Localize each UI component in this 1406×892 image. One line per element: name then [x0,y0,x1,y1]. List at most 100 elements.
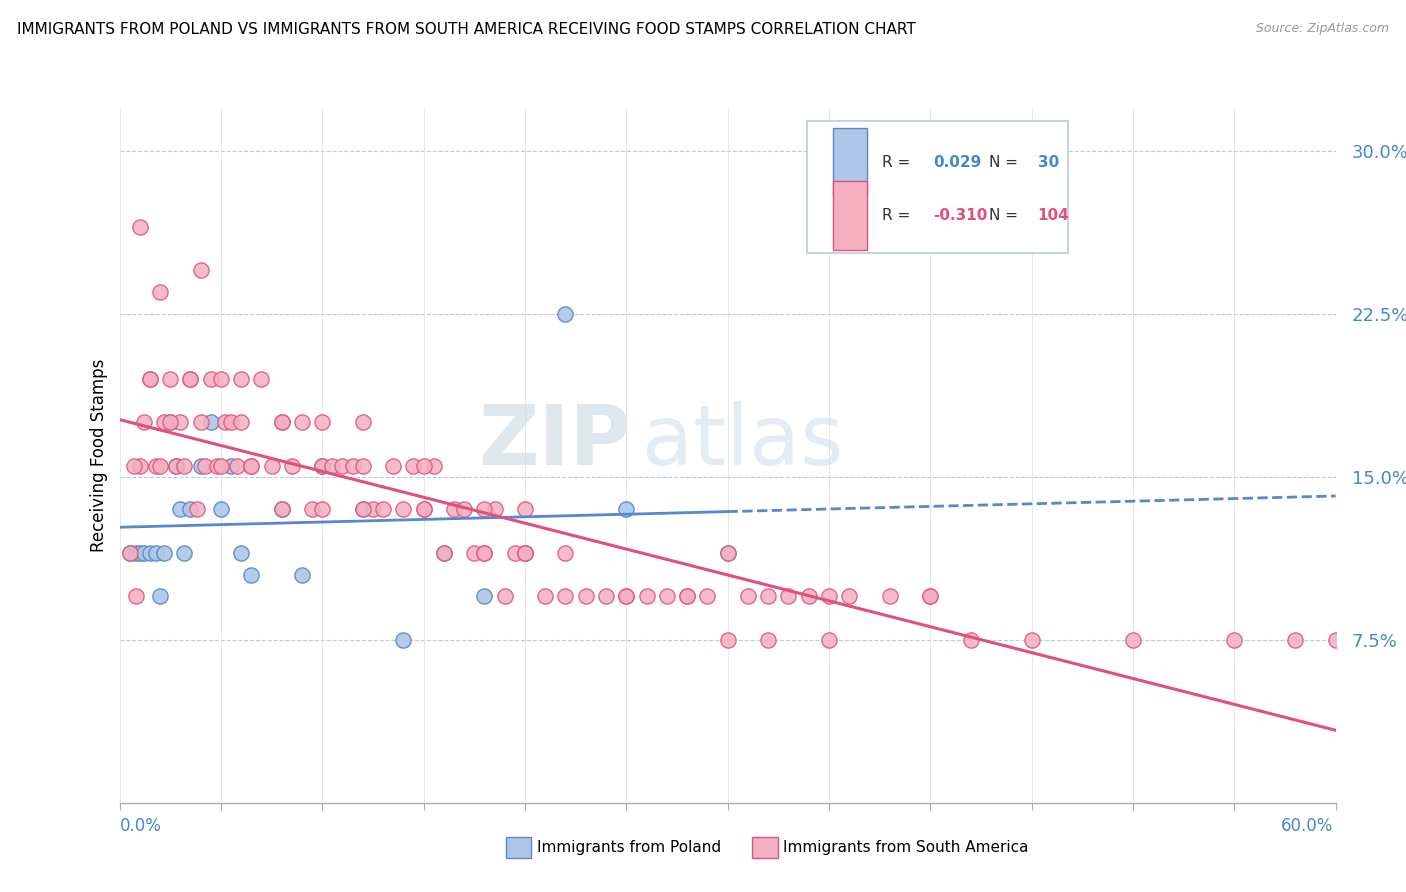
Point [149,589,172,603]
Point [472,589,496,603]
Point [149,458,172,473]
Point [186,502,208,516]
Point [717,632,740,647]
Point [636,589,658,603]
Point [756,589,779,603]
Point [153,415,176,429]
Text: R =: R = [882,155,915,169]
Point [169,502,191,516]
Point [240,458,263,473]
Point [132,546,155,560]
Text: 104: 104 [1038,208,1070,223]
Point [145,546,167,560]
Point [513,502,536,516]
Point [614,502,637,516]
Point [920,589,942,603]
Point [165,458,187,473]
Text: IMMIGRANTS FROM POLAND VS IMMIGRANTS FROM SOUTH AMERICA RECEIVING FOOD STAMPS CO: IMMIGRANTS FROM POLAND VS IMMIGRANTS FRO… [17,22,915,37]
Point [352,502,374,516]
Point [756,632,779,647]
Point [321,458,343,473]
Point [226,458,249,473]
Point [920,589,942,603]
Text: Immigrants from Poland: Immigrants from Poland [537,840,721,855]
Point [818,632,841,647]
Point [260,458,283,473]
Point [412,458,434,473]
Point [122,458,145,473]
Point [614,589,637,603]
Point [250,372,273,386]
Point [153,546,176,560]
Point [1324,632,1347,647]
Point [159,415,181,429]
Point [960,632,983,647]
Point [179,502,201,516]
Point [595,589,617,603]
Point [139,372,162,386]
Point [209,502,232,516]
Point [392,502,415,516]
Point [128,219,150,234]
Point [443,502,465,516]
Point [361,502,384,516]
Point [1122,632,1144,647]
Point [139,546,162,560]
Point [240,458,263,473]
Point [513,546,536,560]
Point [311,458,333,473]
Text: atlas: atlas [643,401,844,482]
Point [1284,632,1306,647]
Point [472,546,496,560]
Point [214,415,236,429]
Point [433,546,456,560]
Point [231,415,253,429]
Point [554,546,576,560]
Point [149,285,172,299]
Text: R =: R = [882,208,915,223]
Point [173,458,195,473]
Point [270,415,292,429]
Point [717,546,740,560]
Point [614,589,637,603]
Point [655,589,678,603]
Point [173,546,195,560]
Point [270,502,292,516]
Text: ZIP: ZIP [478,401,630,482]
Point [513,546,536,560]
Text: 60.0%: 60.0% [1281,817,1333,835]
Text: 0.029: 0.029 [934,155,981,169]
Point [128,546,150,560]
Point [190,415,212,429]
Point [352,502,374,516]
Point [301,502,323,516]
Point [291,415,314,429]
Point [190,263,212,277]
Point [118,546,141,560]
Point [575,589,598,603]
Point [145,458,167,473]
Point [132,415,155,429]
Point [128,458,150,473]
Point [200,372,222,386]
Point [179,372,201,386]
Point [352,458,374,473]
Point [139,372,162,386]
Point [371,502,394,516]
Point [205,458,228,473]
Point [513,546,536,560]
Point [503,546,526,560]
Point [332,458,354,473]
Point [554,307,576,321]
Point [352,415,374,429]
Point [484,502,506,516]
Point [463,546,485,560]
Point [311,415,333,429]
Point [190,458,212,473]
Point [472,546,496,560]
Point [231,546,253,560]
Point [402,458,425,473]
Point [311,502,333,516]
Point [412,502,434,516]
Point [200,415,222,429]
